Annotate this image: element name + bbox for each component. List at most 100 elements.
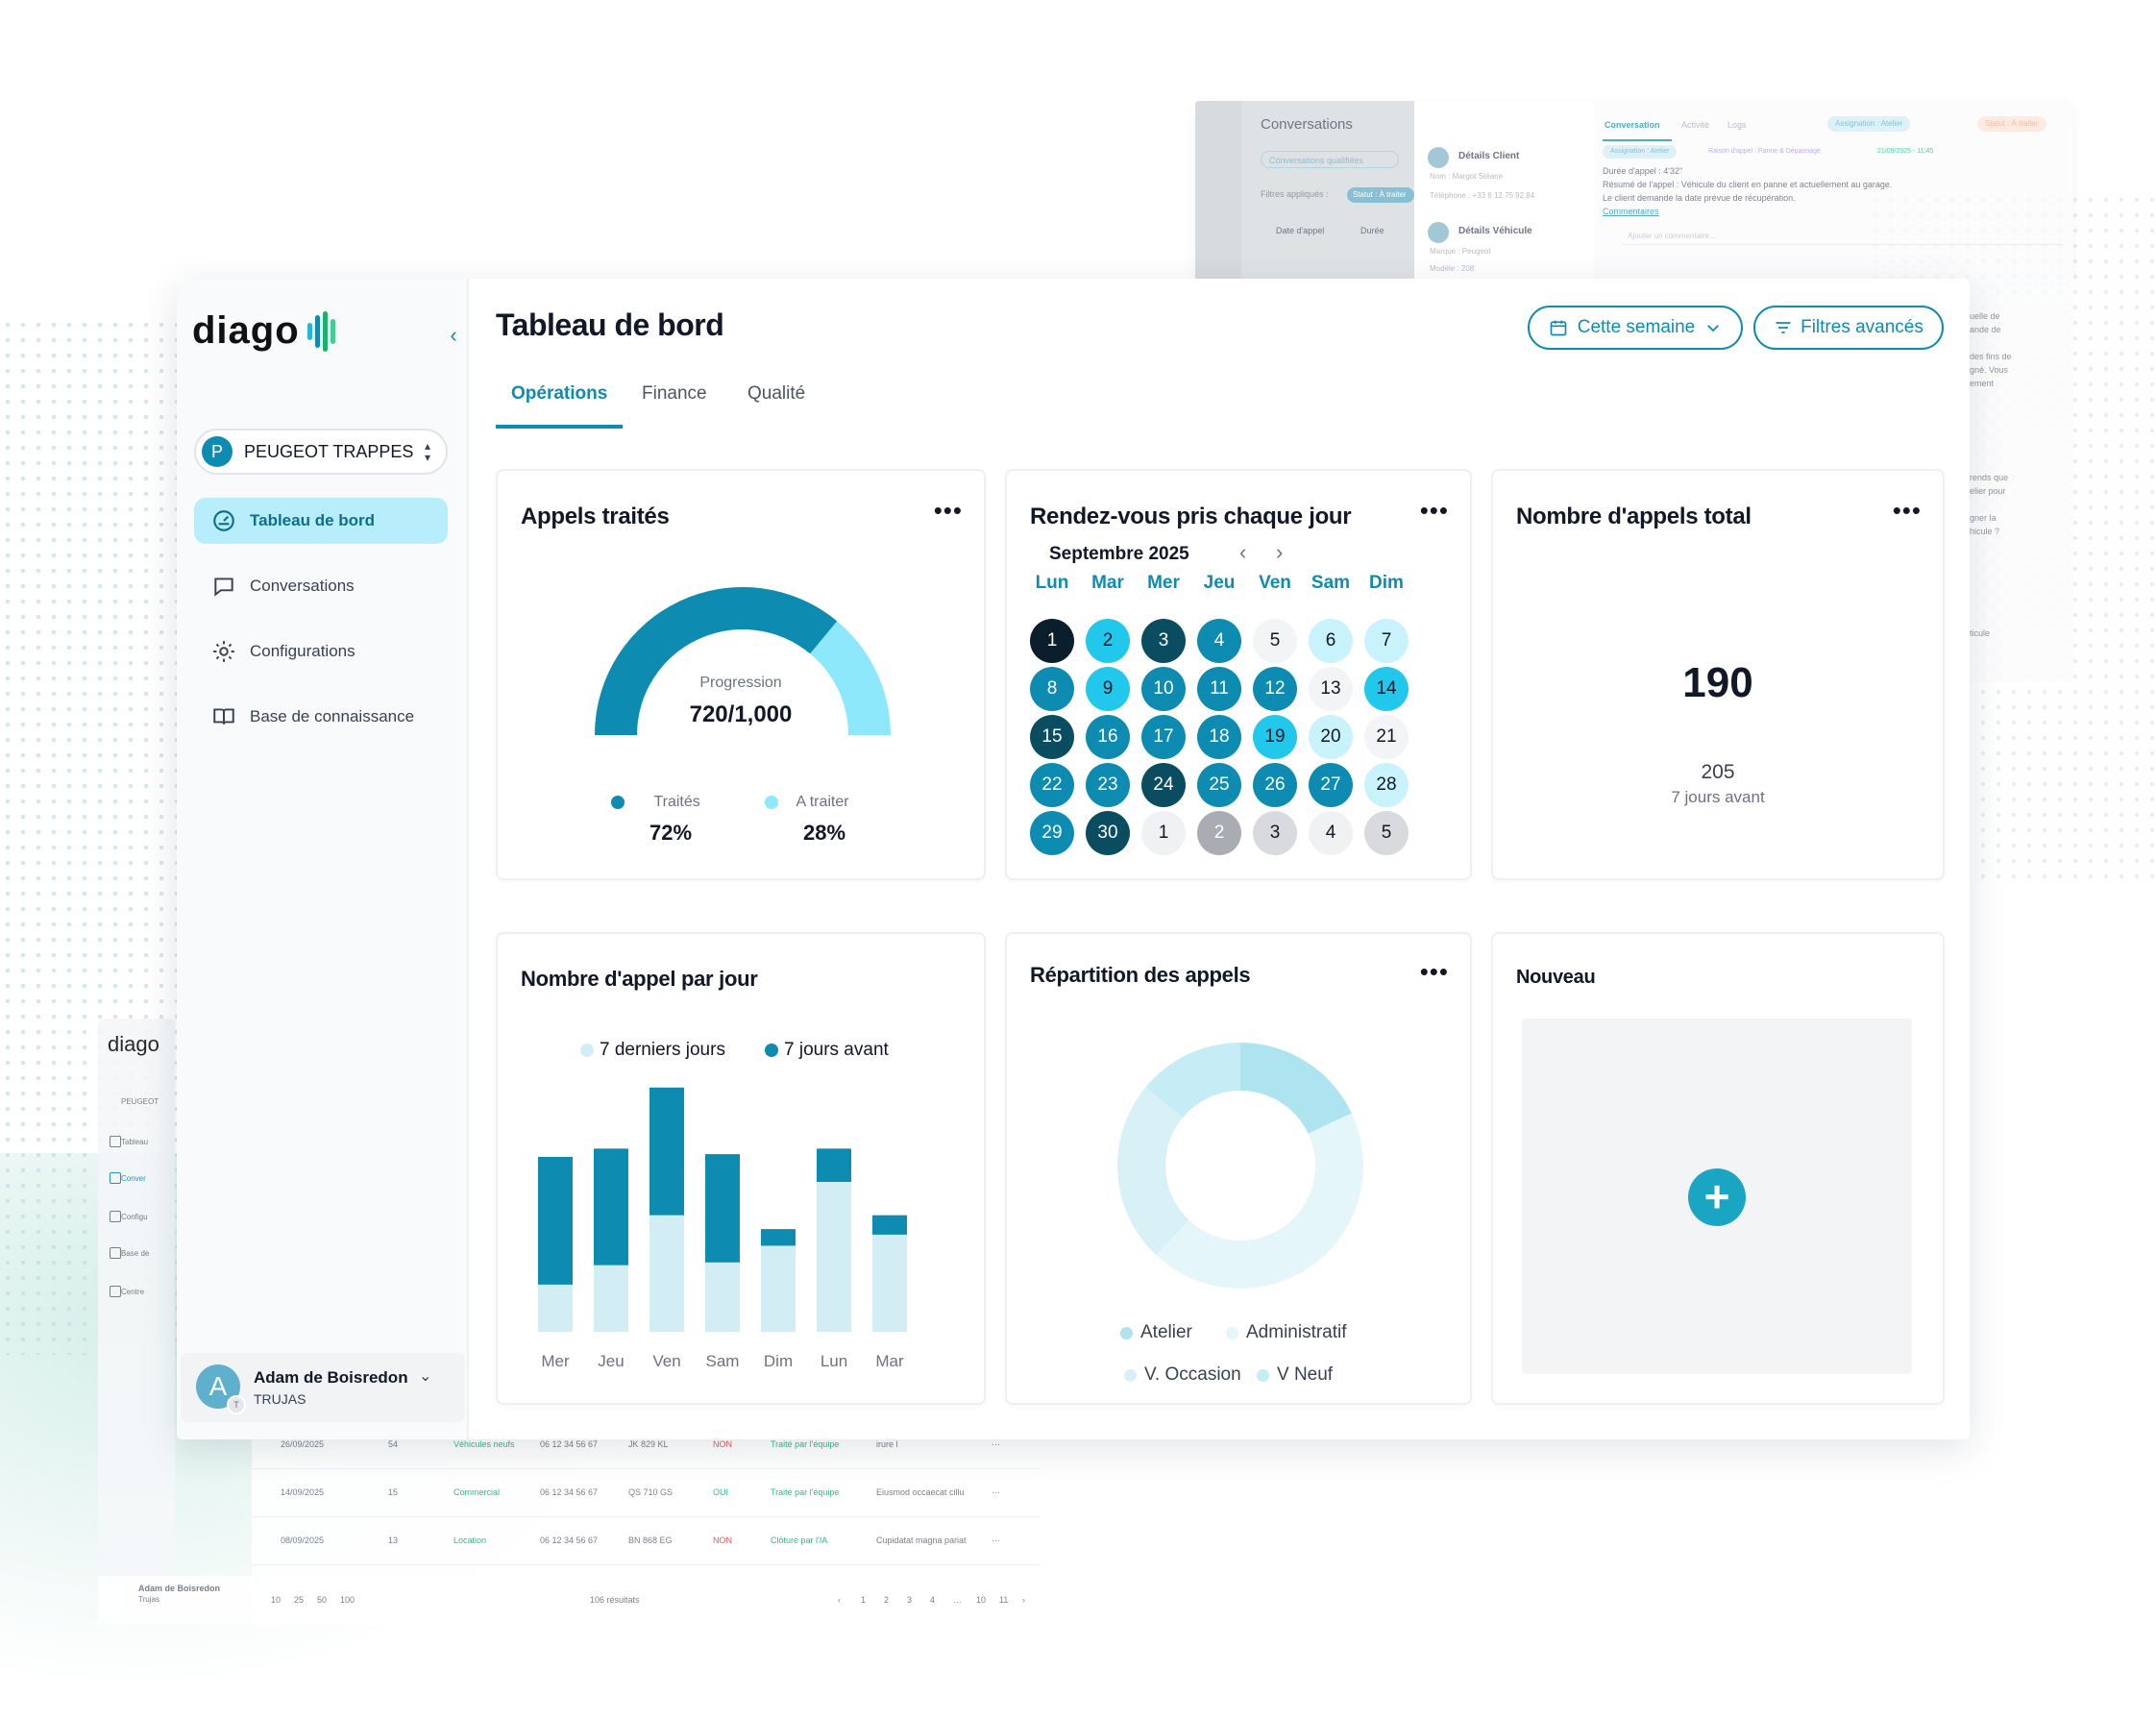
bar-previous-7-days[interactable] [538,1157,573,1285]
organization-name: PEUGEOT TRAPPES [244,441,414,461]
donut-slice-atelier[interactable] [1240,1043,1352,1134]
bg-vehicle-brand: Marque : Peugeot [1430,247,1491,256]
calendar-day[interactable]: 12 [1253,667,1297,711]
donut-slice-v-occasion[interactable] [1117,1087,1189,1256]
bg-transcript-line: uelle de [1970,311,2000,321]
sidebar-item-label: Conversations [250,577,355,595]
gear-icon [213,641,234,662]
calendar-day[interactable]: 17 [1141,715,1186,759]
sidebar-item-conversations[interactable]: Conversations [194,563,448,609]
calendar-day[interactable]: 6 [1309,619,1353,663]
calendar-day[interactable]: 18 [1197,715,1241,759]
legend-label: A traiter [796,794,849,810]
bg-mini-user-company: Trujas [138,1595,159,1604]
calendar-day[interactable]: 30 [1086,811,1130,855]
legend-v-occasion: V. Occasion [1124,1364,1241,1386]
calendar-day[interactable]: 4 [1197,619,1241,663]
calendar-day[interactable]: 28 [1364,763,1409,807]
bg-tab-activity: Activité [1681,120,1710,130]
calendar-day[interactable]: 8 [1030,667,1074,711]
calendar-day[interactable]: 16 [1086,715,1130,759]
calendar-day[interactable]: 9 [1086,667,1130,711]
bg-table-cell: JK 829 KL [628,1439,669,1449]
calendar-day[interactable]: 10 [1141,667,1186,711]
tab-quality[interactable]: Qualité [747,383,806,404]
more-options-icon[interactable]: ••• [1419,496,1449,525]
calendar-day[interactable]: 21 [1364,715,1409,759]
bg-table-cell: QS 710 GS [628,1487,674,1497]
legend-last-7-days: 7 derniers jours [580,1040,725,1061]
bar-previous-7-days[interactable] [817,1148,851,1182]
calendar-day[interactable]: 27 [1309,763,1353,807]
user-menu[interactable]: A T Adam de Boisredon TRUJAS ⌄ [181,1353,465,1422]
calendar-day[interactable]: 22 [1030,763,1074,807]
bar-last-7-days[interactable] [594,1265,628,1332]
calendar-prev-button[interactable]: ‹ [1239,540,1247,564]
calendar-day[interactable]: 5 [1253,619,1297,663]
calendar-day[interactable]: 29 [1030,811,1074,855]
legend-dot [1226,1326,1238,1339]
chevron-down-icon[interactable]: ⌄ [419,1368,432,1385]
more-options-icon[interactable]: ••• [933,496,963,525]
advanced-filters-button[interactable]: Filtres avancés [1753,306,1944,350]
dashboard-icon [213,510,234,531]
card-title: Nombre d'appels total [1516,504,1752,529]
tab-operations[interactable]: Opérations [496,375,624,429]
calendar-day[interactable]: 11 [1197,667,1241,711]
more-options-icon[interactable]: ••• [1419,957,1449,986]
bg-table-cell: 06 12 34 56 67 [540,1439,599,1449]
total-calls-card: Nombre d'appels total ••• 190 205 7 jour… [1491,469,1945,880]
appointments-calendar-card: Rendez-vous pris chaque jour ••• Septemb… [1005,469,1472,880]
calendar-day[interactable]: 15 [1030,715,1074,759]
calendar-next-button[interactable]: › [1276,540,1284,564]
calendar-day[interactable]: 25 [1197,763,1241,807]
sidebar-item-knowledge-base[interactable]: Base de connaissance [194,694,448,740]
calendar-day[interactable]: 20 [1309,715,1353,759]
calendar-day[interactable]: 24 [1141,763,1186,807]
bg-mini-help-icon [110,1286,121,1297]
donut-slice-administratif[interactable] [1156,1113,1363,1289]
bg-table-cell: Traité par l'équipe [771,1487,840,1497]
calendar-day[interactable]: 14 [1364,667,1409,711]
calendar-day-next-month[interactable]: 3 [1253,811,1297,855]
calendar-day[interactable]: 1 [1030,619,1074,663]
x-axis-tick-label: Sam [706,1352,740,1370]
bar-last-7-days[interactable] [705,1262,740,1332]
period-selector-button[interactable]: Cette semaine [1528,306,1743,350]
bar-last-7-days[interactable] [761,1245,796,1332]
donut-slice-v-neuf[interactable] [1145,1043,1240,1118]
calendar-month: Septembre 2025 [1049,544,1189,564]
calendar-day-next-month[interactable]: 4 [1309,811,1353,855]
bg-page-size-option: 100 [340,1595,355,1605]
calendar-day[interactable]: 13 [1309,667,1353,711]
bar-previous-7-days[interactable] [649,1087,684,1216]
calendar-day[interactable]: 23 [1086,763,1130,807]
bg-vehicle-icon [1428,222,1449,243]
add-widget-button[interactable]: + [1688,1168,1746,1226]
calendar-day-next-month[interactable]: 5 [1364,811,1409,855]
calendar-day[interactable]: 7 [1364,619,1409,663]
bar-previous-7-days[interactable] [761,1229,796,1246]
bar-last-7-days[interactable] [872,1234,907,1332]
logo-text: diago [192,309,300,352]
bar-previous-7-days[interactable] [705,1154,740,1263]
calendar-day[interactable]: 3 [1141,619,1186,663]
calendar-day[interactable]: 2 [1086,619,1130,663]
new-widget-dropzone[interactable]: + [1522,1019,1912,1374]
sidebar-item-dashboard[interactable]: Tableau de bord [194,498,448,544]
calendar-day-next-month[interactable]: 2 [1197,811,1241,855]
tab-finance[interactable]: Finance [642,383,707,404]
bar-last-7-days[interactable] [817,1182,851,1332]
sidebar-item-configurations[interactable]: Configurations [194,628,448,675]
bar-previous-7-days[interactable] [594,1148,628,1265]
calendar-day[interactable]: 26 [1253,763,1297,807]
bg-table-divider [252,1516,1040,1517]
calendar-day-next-month[interactable]: 1 [1141,811,1186,855]
collapse-sidebar-button[interactable]: ‹ [450,323,457,347]
calendar-day[interactable]: 19 [1253,715,1297,759]
bar-last-7-days[interactable] [538,1284,573,1332]
more-options-icon[interactable]: ••• [1892,496,1922,525]
bar-last-7-days[interactable] [649,1215,684,1332]
bar-previous-7-days[interactable] [872,1215,907,1235]
organization-selector[interactable]: P PEUGEOT TRAPPES ▴ ▾ [194,429,448,475]
